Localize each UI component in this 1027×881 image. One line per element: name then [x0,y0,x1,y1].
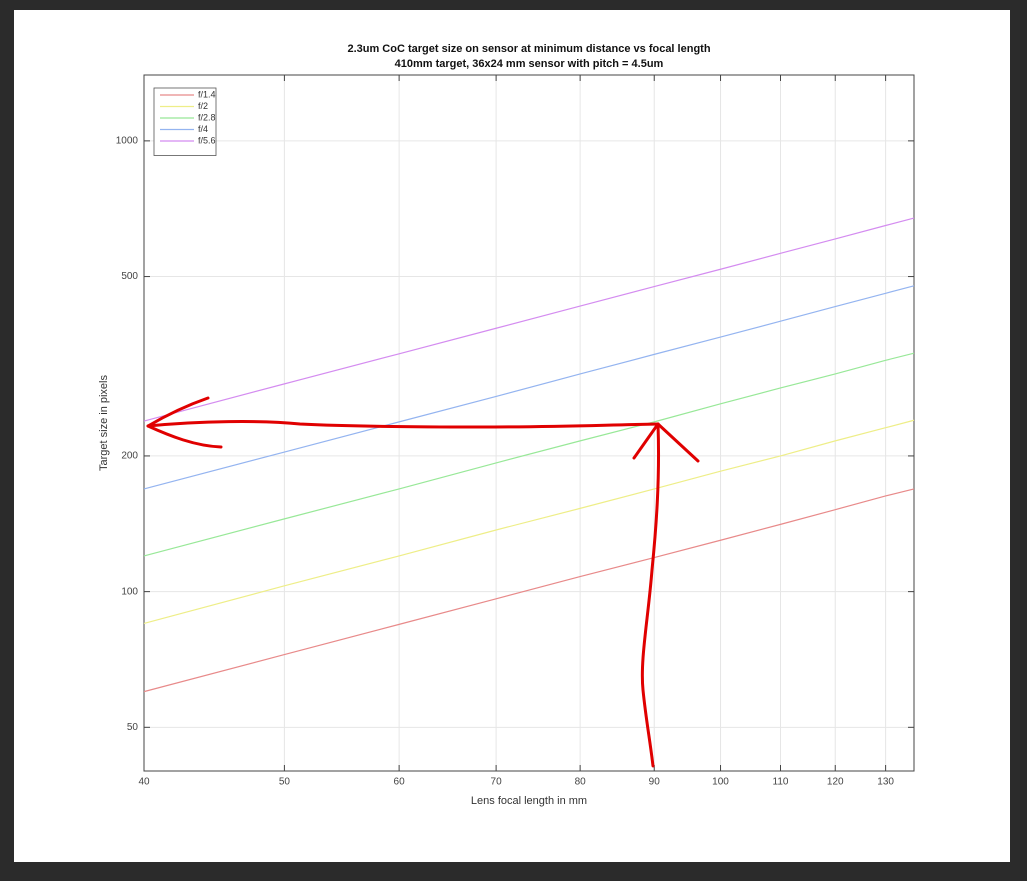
chart-title: 2.3um CoC target size on sensor at minim… [347,43,710,55]
y-tick-label: 500 [121,271,138,282]
x-tick-label: 60 [394,777,406,788]
legend-label: f/1.4 [198,89,216,99]
x-tick-label: 70 [491,777,503,788]
x-tick-label: 120 [827,777,844,788]
x-tick-label: 80 [575,777,587,788]
legend-label: f/4 [198,124,208,134]
x-tick-label: 130 [877,777,894,788]
plot-frame [143,74,915,772]
x-tick-label: 100 [712,777,729,788]
arrow-shaft-left [146,420,660,429]
legend-label: f/5.6 [198,135,216,145]
x-tick-label: 50 [279,777,291,788]
legend-box [153,87,217,156]
series-line [143,352,915,557]
plot: 40 50 60 70 80 90 100 110 120 130 50 100 200 500 1000 f… [116,74,915,788]
legend-label: f/2 [198,101,208,111]
y-axis-label: Target size in pixels [98,375,110,471]
legend-label: f/2.8 [198,112,216,122]
series-line [143,419,915,625]
x-tick-label: 90 [649,777,661,788]
series-line [143,285,915,490]
arrow-shaft-up [640,422,661,768]
hand-annotation [146,396,700,768]
x-axis-label: Lens focal length in mm [471,795,587,807]
arrow-head-left [146,396,223,449]
x-tick-label: 40 [138,777,150,788]
y-tick-label: 1000 [116,136,139,147]
series-line [143,217,915,422]
x-tick-label: 110 [773,777,789,788]
y-tick-label: 200 [121,451,138,462]
chart-subtitle: 410mm target, 36x24 mm sensor with pitch… [395,58,664,70]
y-tick-label: 50 [127,722,139,733]
y-tick-label: 100 [121,586,138,597]
